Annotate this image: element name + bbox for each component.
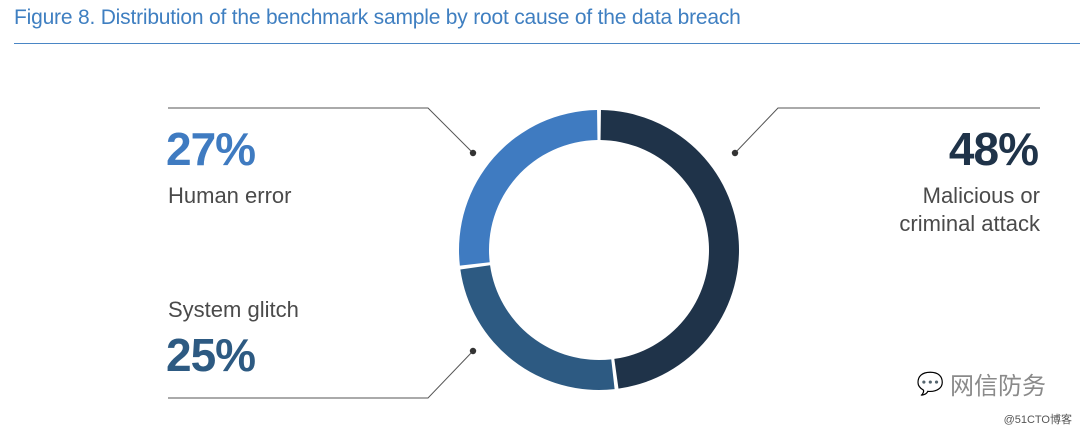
- wechat-icon: 💬: [916, 370, 944, 396]
- malicious-label-line2: criminal attack: [899, 211, 1040, 236]
- leader-line-human-error: [168, 107, 474, 154]
- leader-line-system-glitch: [168, 350, 474, 399]
- title-divider: [14, 43, 1080, 44]
- donut-slice-system-glitch: [460, 265, 615, 390]
- malicious-percent: 48%: [948, 123, 1039, 175]
- watermark: 💬 网信防务: [917, 366, 1046, 401]
- donut-slice-malicious-or-criminal-attack: [600, 110, 739, 389]
- watermark-text: 网信防务: [950, 373, 1046, 400]
- donut-slices: [459, 110, 739, 390]
- leader-dot-malicious: [731, 149, 739, 157]
- human-error-percent: 27%: [166, 123, 256, 175]
- credit-text: @51CTO博客: [1003, 414, 1072, 426]
- malicious-label-line1: Malicious or: [922, 183, 1040, 208]
- leader-line-malicious: [734, 107, 1040, 154]
- system-glitch-percent: 25%: [166, 329, 256, 381]
- leader-dot-human-error: [469, 149, 477, 157]
- leader-dot-system-glitch: [469, 347, 477, 355]
- donut-slice-human-error: [459, 110, 598, 266]
- chart-title: Figure 8. Distribution of the benchmark …: [14, 6, 741, 29]
- system-glitch-label: System glitch: [168, 297, 299, 322]
- human-error-label: Human error: [168, 183, 292, 208]
